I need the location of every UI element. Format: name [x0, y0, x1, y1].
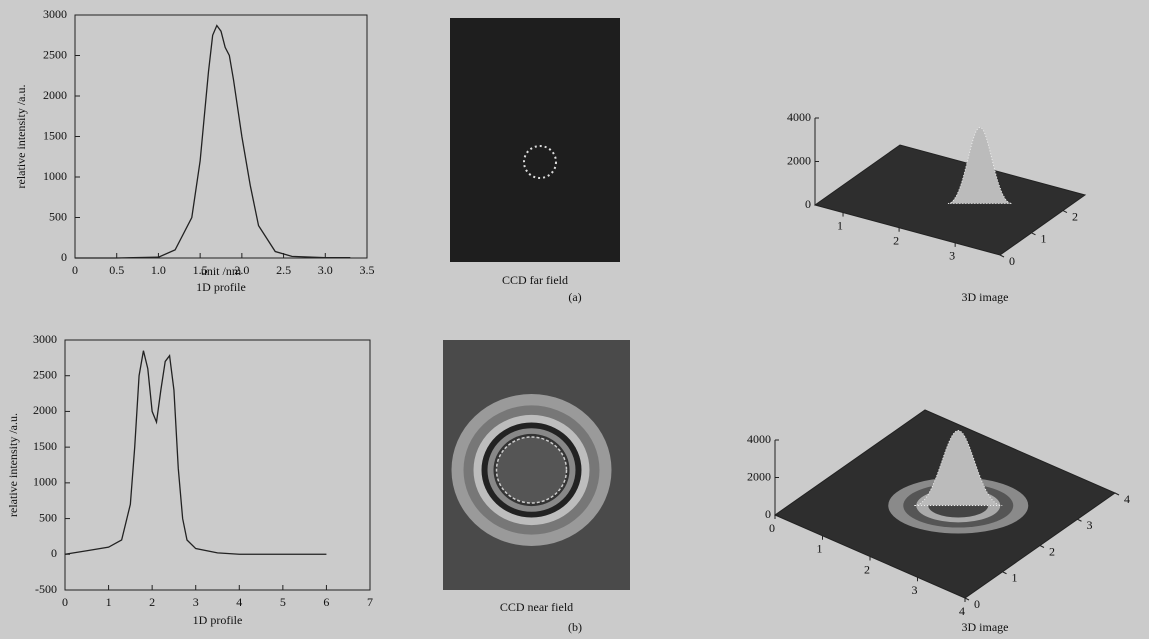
x-tick-label: 2 [864, 562, 870, 576]
z-tick-label: 2000 [787, 153, 811, 167]
x-tick-label: 3 [949, 249, 955, 263]
x-tick-label: 1 [817, 542, 823, 556]
y-tick-label: 1500 [33, 439, 57, 453]
y-tick-label: 3000 [33, 332, 57, 346]
y-axis-label: relative intensity /a.u. [6, 413, 20, 517]
x-axis-label: unit /nm [201, 264, 242, 278]
ccd-image [450, 18, 620, 262]
x-tick-label: 1.0 [151, 263, 166, 277]
figure: (a) (b) 00.51.01.52.02.53.03.50500100015… [0, 0, 1149, 639]
y-tick-label: 1 [1012, 571, 1018, 585]
x-tick-label: 3 [912, 583, 918, 597]
y-tick-label: 1500 [43, 128, 67, 142]
y-tick-label: 2500 [43, 47, 67, 61]
y-tick-label: 1 [1040, 232, 1046, 246]
x-tick-label: 3.5 [360, 263, 375, 277]
y-tick-label: 1000 [33, 475, 57, 489]
y-tick [1115, 493, 1119, 495]
y-axis-label: relative intensity /a.u. [14, 85, 28, 189]
x-tick-label: 5 [280, 595, 286, 609]
x-tick-label: 2.5 [276, 263, 291, 277]
z-tick-label: 2000 [747, 469, 771, 483]
y-tick-label: 3000 [43, 7, 67, 21]
y-tick-label: 4 [1124, 492, 1130, 506]
y-tick-label: 0 [1009, 254, 1015, 268]
y-tick-label: 500 [39, 510, 57, 524]
y-tick-label: 500 [49, 209, 67, 223]
x-tick-label: 0 [72, 263, 78, 277]
y-tick-label: 0 [61, 250, 67, 264]
x-tick-label: 0.5 [109, 263, 124, 277]
caption: 3D image [962, 290, 1009, 304]
caption: 1D profile [196, 280, 246, 294]
x-tick-label: 4 [959, 604, 965, 618]
y-tick [1078, 519, 1082, 521]
y-tick-label: 1000 [43, 169, 67, 183]
line-series [75, 26, 350, 258]
panel-label: (a) [568, 290, 581, 304]
line-series [65, 351, 326, 555]
x-tick-label: 1 [106, 595, 112, 609]
y-tick-label: 0 [51, 546, 57, 560]
panel-label: (b) [568, 620, 582, 634]
y-tick [1003, 572, 1007, 574]
x-tick-label: 2 [893, 233, 899, 247]
x-tick-label: 1 [837, 218, 843, 232]
y-tick-label: 2000 [33, 403, 57, 417]
y-tick-label: 2000 [43, 88, 67, 102]
z-tick-label: 4000 [787, 110, 811, 124]
x-tick-label: 0 [62, 595, 68, 609]
y-tick [1063, 211, 1067, 213]
x-tick-label: 4 [236, 595, 242, 609]
y-tick-label: 2 [1072, 209, 1078, 223]
z-tick-label: 0 [765, 507, 771, 521]
y-tick [1000, 255, 1004, 257]
y-tick-label: -500 [35, 582, 57, 596]
z-tick-label: 4000 [747, 432, 771, 446]
y-tick [1031, 233, 1035, 235]
z-tick-label: 0 [805, 197, 811, 211]
caption: CCD far field [502, 273, 568, 287]
core [497, 437, 567, 503]
y-tick-label: 2 [1049, 544, 1055, 558]
y-tick [1040, 546, 1044, 548]
caption: 3D image [962, 620, 1009, 634]
caption: CCD near field [500, 600, 573, 614]
x-tick-label: 3.0 [318, 263, 333, 277]
x-tick-label: 2 [149, 595, 155, 609]
y-tick-label: 2500 [33, 367, 57, 381]
y-tick-label: 3 [1087, 518, 1093, 532]
caption: 1D profile [193, 613, 243, 627]
plot-frame [75, 15, 367, 258]
y-tick [965, 598, 969, 600]
x-tick-label: 0 [769, 521, 775, 535]
y-tick-label: 0 [974, 597, 980, 611]
x-tick-label: 3 [193, 595, 199, 609]
x-tick-label: 7 [367, 595, 373, 609]
x-tick-label: 6 [323, 595, 329, 609]
